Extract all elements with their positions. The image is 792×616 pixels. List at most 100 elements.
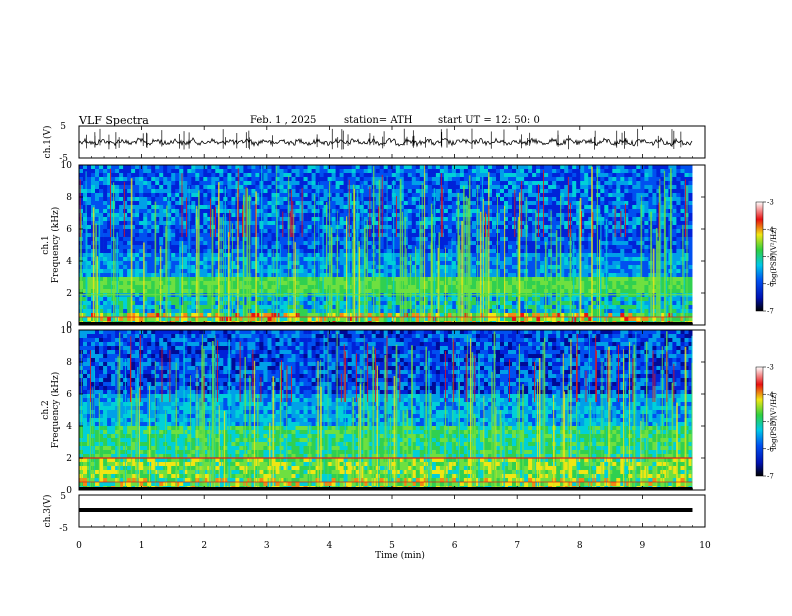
- spectrogram-cell: [444, 273, 448, 277]
- spectrogram-cell: [396, 241, 400, 245]
- spectrogram-cell: [492, 305, 496, 309]
- spectrogram-cell: [388, 197, 392, 201]
- spectrogram-cell: [175, 217, 179, 221]
- spectrogram-cell: [143, 221, 147, 225]
- spectrogram-cell: [368, 269, 372, 273]
- spectrogram-cell: [340, 169, 344, 173]
- spectrogram-cell: [91, 173, 95, 177]
- spectrogram-cell: [139, 285, 143, 289]
- spectrogram-cell: [288, 257, 292, 261]
- spectrogram-cell: [488, 165, 492, 169]
- spectrogram-cell: [296, 249, 300, 253]
- spectrogram-cell: [336, 189, 340, 193]
- spectrogram-cell: [183, 181, 187, 185]
- spectrogram-cell: [528, 205, 532, 209]
- spectrogram-cell: [312, 201, 316, 205]
- spectrogram-cell: [452, 181, 456, 185]
- spectrogram-cell: [316, 297, 320, 301]
- spectrogram-cell: [444, 173, 448, 177]
- spectrogram-cell: [95, 185, 99, 189]
- spectrogram-cell: [163, 193, 167, 197]
- spectrogram-cell: [251, 209, 255, 213]
- spectrogram-cell: [476, 305, 480, 309]
- spectrogram-cell: [247, 169, 251, 173]
- spectrogram-cell: [272, 205, 276, 209]
- spectrogram-cell: [340, 309, 344, 313]
- spectrogram-cell: [492, 193, 496, 197]
- spectrogram-cell: [492, 265, 496, 269]
- spectrogram-cell: [536, 261, 540, 265]
- spectrogram-cell: [263, 273, 267, 277]
- spectrogram-cell: [364, 189, 368, 193]
- spectrogram-cell: [304, 317, 308, 321]
- spectrogram-cell: [412, 177, 416, 181]
- spectrogram-cell: [79, 201, 83, 205]
- spectrogram-cell: [215, 169, 219, 173]
- spectrogram-cell: [211, 189, 215, 193]
- spectrogram-cell: [548, 233, 552, 237]
- spectrogram-cell: [512, 189, 516, 193]
- spectrogram-cell: [368, 261, 372, 265]
- spectrogram-cell: [444, 177, 448, 181]
- spectrogram-cell: [324, 253, 328, 257]
- spectrogram-cell: [472, 233, 476, 237]
- spectrogram-cell: [388, 273, 392, 277]
- spectrogram-cell: [308, 309, 312, 313]
- spectrogram-cell: [500, 237, 504, 241]
- spectrogram-cell: [296, 165, 300, 169]
- spectrogram-cell: [280, 245, 284, 249]
- spectrogram-cell: [440, 241, 444, 245]
- spectrogram-cell: [123, 173, 127, 177]
- spectrogram-cell: [540, 241, 544, 245]
- spectrogram-cell: [191, 205, 195, 209]
- spectrogram-cell: [472, 297, 476, 301]
- spectrogram-cell: [139, 301, 143, 305]
- spectrogram-cell: [440, 249, 444, 253]
- spectrogram-cell: [272, 265, 276, 269]
- spectrogram-cell: [500, 201, 504, 205]
- spectrogram-cell: [123, 217, 127, 221]
- spectrogram-cell: [147, 285, 151, 289]
- spectrogram-cell: [280, 249, 284, 253]
- spectrogram-cell: [500, 181, 504, 185]
- spectrogram-cell: [199, 277, 203, 281]
- spectrogram-cell: [103, 301, 107, 305]
- spectrogram-cell: [316, 225, 320, 229]
- spectrogram-cell: [484, 165, 488, 169]
- spectrogram-cell: [139, 209, 143, 213]
- spectrogram-cell: [540, 277, 544, 281]
- spectrogram-cell: [564, 245, 568, 249]
- spectrogram-cell: [528, 189, 532, 193]
- spectrogram-cell: [556, 217, 560, 221]
- spectrogram-cell: [312, 177, 316, 181]
- spectrogram-cell: [268, 221, 272, 225]
- spectrogram-cell: [268, 281, 272, 285]
- spectrogram-cell: [380, 169, 384, 173]
- spectrogram-cell: [540, 245, 544, 249]
- spectrogram-cell: [552, 285, 556, 289]
- spectrogram-cell: [396, 165, 400, 169]
- spectrogram-cell: [268, 317, 272, 321]
- spectrogram-cell: [207, 253, 211, 257]
- spectrogram-cell: [404, 225, 408, 229]
- spectrogram-cell: [123, 205, 127, 209]
- spectrogram-cell: [472, 169, 476, 173]
- spectrogram-cell: [139, 181, 143, 185]
- spectrogram-cell: [368, 277, 372, 281]
- spectrogram-cell: [107, 257, 111, 261]
- spectrogram-cell: [119, 297, 123, 301]
- spectrogram-cell: [272, 189, 276, 193]
- spectrogram-cell: [203, 177, 207, 181]
- spectrogram-cell: [147, 185, 151, 189]
- spectrogram-cell: [436, 209, 440, 213]
- spectrogram-cell: [79, 185, 83, 189]
- spectrogram-cell: [540, 261, 544, 265]
- spectrogram-cell: [340, 241, 344, 245]
- spectrogram-cell: [452, 273, 456, 277]
- spectrogram-cell: [207, 297, 211, 301]
- spectrogram-cell: [272, 181, 276, 185]
- spectrogram-cell: [135, 217, 139, 221]
- spectrogram-cell: [500, 185, 504, 189]
- spectrogram-cell: [536, 177, 540, 181]
- spectrogram-cell: [396, 301, 400, 305]
